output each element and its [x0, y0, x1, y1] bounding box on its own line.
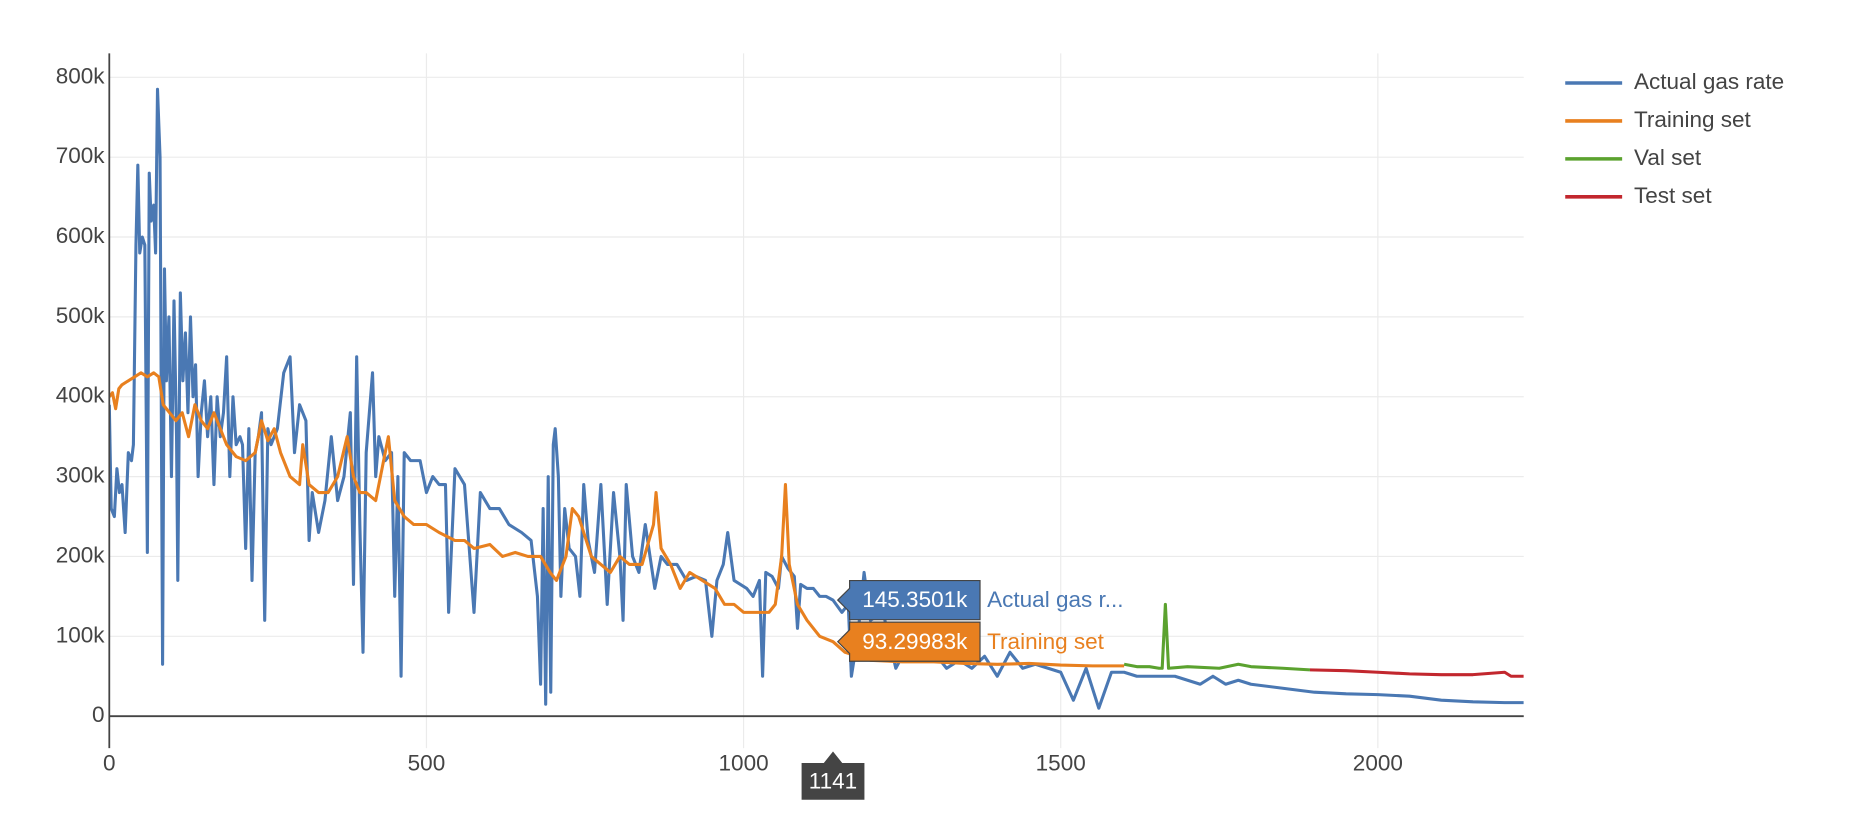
- series-line: [1123, 602, 1311, 672]
- plot-area: [109, 87, 1524, 710]
- hover-box: [836, 579, 981, 621]
- x-tick-label: 0: [103, 751, 116, 776]
- series-line: [109, 371, 1125, 668]
- hover-x-label: 1141: [809, 768, 857, 793]
- x-tick-label: 1500: [1036, 751, 1086, 776]
- y-tick-label: 600k: [56, 223, 106, 248]
- y-tick-label: 400k: [56, 383, 106, 408]
- y-tick-label: 500k: [56, 303, 106, 328]
- legend-label[interactable]: Val set: [1634, 145, 1702, 170]
- series-line: [109, 87, 1524, 710]
- hover-layer: 145.3501k Actual gas r... 93.29983k Trainin…: [800, 579, 1124, 801]
- x-tick-label: 2000: [1353, 751, 1403, 776]
- legend-label[interactable]: Test set: [1634, 183, 1712, 208]
- x-tick-label: 1000: [719, 751, 769, 776]
- y-tick-label: 100k: [56, 622, 106, 647]
- y-tick-label: 700k: [56, 143, 106, 168]
- x-tick-label: 500: [408, 751, 446, 776]
- legend-label[interactable]: Actual gas rate: [1634, 69, 1784, 94]
- y-tick-label: 200k: [56, 542, 106, 567]
- hover-value: 145.3501k: [862, 587, 968, 612]
- hover-name: Actual gas r...: [987, 587, 1123, 612]
- legend[interactable]: Actual gas rate Training set Val set Test s…: [1565, 69, 1784, 208]
- hover-x-box: [800, 749, 866, 801]
- y-tick-label: 300k: [56, 463, 106, 488]
- hover-name: Training set: [987, 629, 1105, 654]
- legend-label[interactable]: Training set: [1634, 107, 1752, 132]
- grid: [108, 53, 1524, 749]
- hover-box: [836, 621, 981, 662]
- axes: 0 100k 200k 300k 400k 500k 600k 700k 800k 0 500 100…: [56, 53, 1524, 776]
- y-tick-label: 800k: [56, 63, 106, 88]
- y-tick-label: 0: [92, 702, 105, 727]
- hover-value: 93.29983k: [862, 629, 968, 654]
- series-line: [1309, 668, 1524, 678]
